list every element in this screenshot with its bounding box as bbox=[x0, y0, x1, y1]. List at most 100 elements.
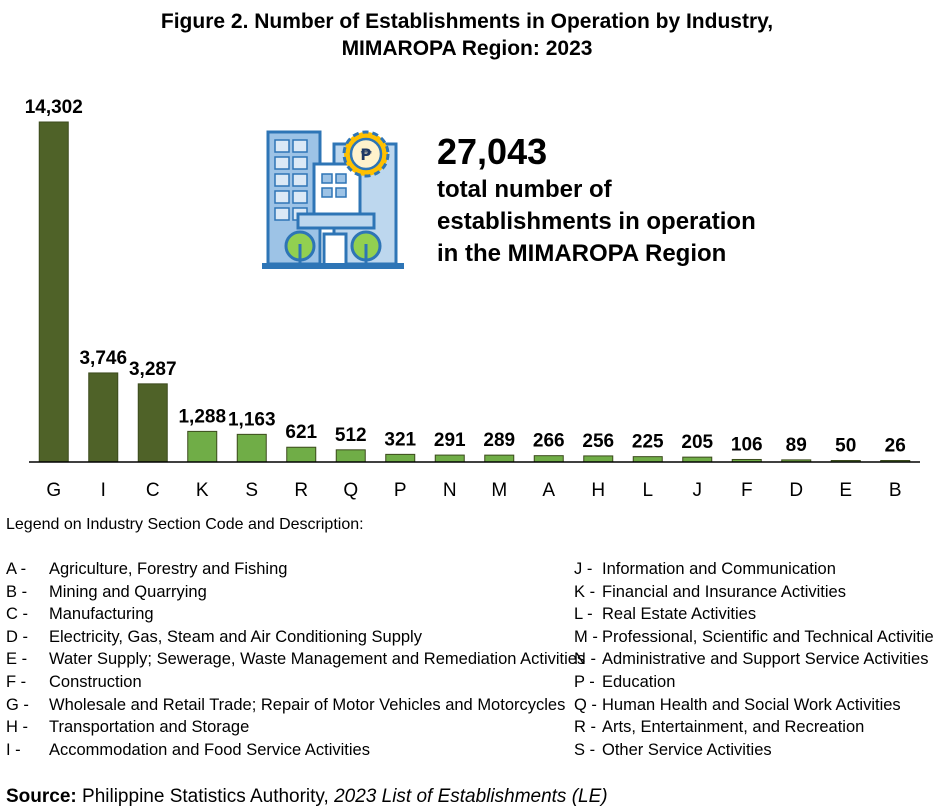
total-description-line1: total number of bbox=[437, 176, 612, 203]
data-label-C: 3,287 bbox=[129, 359, 177, 380]
legend-description: Financial and Insurance Activities bbox=[602, 582, 846, 601]
legend-item-right: M - Professional, Scientific and Technica… bbox=[574, 626, 934, 649]
total-value: 27,043 bbox=[437, 131, 548, 172]
legend-code: Q - bbox=[574, 695, 597, 714]
total-description-line2: establishments in operation bbox=[437, 208, 756, 235]
legend-description: Arts, Entertainment, and Recreation bbox=[602, 718, 865, 737]
legend-item-right: Q - Human Health and Social Work Activiti… bbox=[574, 694, 934, 717]
legend-left-column: A - Agriculture, Forestry and Fishing B - M… bbox=[6, 558, 585, 761]
svg-text:₱: ₱ bbox=[360, 145, 372, 164]
legend-item-right: J - Information and Communication bbox=[574, 558, 934, 581]
category-label-I: I bbox=[101, 480, 106, 501]
category-label-C: C bbox=[146, 480, 160, 501]
bar-C bbox=[137, 383, 168, 463]
legend-description: Real Estate Activities bbox=[602, 605, 757, 624]
legend-description: Wholesale and Retail Trade; Repair of Mo… bbox=[49, 695, 566, 714]
category-label-M: M bbox=[491, 480, 507, 501]
data-label-N: 291 bbox=[434, 430, 466, 451]
legend-item-left: A - Agriculture, Forestry and Fishing bbox=[6, 558, 585, 581]
data-label-R: 621 bbox=[285, 422, 317, 443]
legend-description: Agriculture, Forestry and Fishing bbox=[49, 560, 288, 578]
source-document: 2023 List of Establishments (LE) bbox=[334, 786, 608, 807]
legend-item-right: N - Administrative and Support Service Ac… bbox=[574, 648, 934, 671]
legend-description: Accommodation and Food Service Activitie… bbox=[49, 740, 370, 759]
bar-L bbox=[632, 456, 663, 463]
legend-code: A - bbox=[6, 560, 27, 578]
bar-S bbox=[236, 433, 267, 463]
category-label-J: J bbox=[693, 480, 703, 501]
category-label-L: L bbox=[642, 480, 653, 501]
legend-description: Professional, Scientific and Technical A… bbox=[602, 627, 934, 646]
category-label-A: A bbox=[542, 480, 555, 501]
category-label-F: F bbox=[741, 480, 753, 501]
bar-G bbox=[38, 121, 69, 463]
data-label-J: 205 bbox=[681, 432, 713, 453]
total-description: total number of establishments in operat… bbox=[437, 174, 777, 270]
data-label-F: 106 bbox=[731, 434, 763, 455]
category-label-B: B bbox=[889, 480, 902, 501]
category-label-N: N bbox=[443, 480, 457, 501]
legend-code: G - bbox=[6, 695, 29, 714]
legend-item-right: K - Financial and Insurance Activities bbox=[574, 581, 934, 604]
legend-code: C - bbox=[6, 605, 28, 624]
legend-item-left: F - Construction bbox=[6, 671, 585, 694]
legend-code: L - bbox=[574, 605, 593, 624]
building-peso-icon: ₱ bbox=[262, 126, 406, 271]
bar-H bbox=[583, 455, 614, 463]
legend-code: N - bbox=[574, 650, 596, 669]
category-label-S: S bbox=[245, 480, 258, 501]
total-callout: 27,043 total number of establishments in… bbox=[437, 130, 777, 270]
legend-description: Electricity, Gas, Steam and Air Conditio… bbox=[49, 627, 422, 646]
bar-N bbox=[434, 454, 465, 463]
data-label-I: 3,746 bbox=[79, 348, 127, 369]
bar-Q bbox=[335, 449, 366, 463]
data-label-D: 89 bbox=[786, 435, 807, 456]
legend-description: Human Health and Social Work Activities bbox=[602, 695, 901, 714]
legend-description: Transportation and Storage bbox=[49, 718, 250, 737]
category-label-G: G bbox=[46, 480, 61, 501]
legend-description: Information and Communication bbox=[602, 560, 836, 578]
legend-item-right: R - Arts, Entertainment, and Recreation bbox=[574, 716, 934, 739]
legend-description: Construction bbox=[49, 672, 142, 691]
legend-title: Legend on Industry Section Code and Desc… bbox=[6, 516, 364, 533]
legend-code: E - bbox=[6, 650, 28, 669]
category-label-E: E bbox=[839, 480, 852, 501]
bar-M bbox=[484, 454, 515, 463]
category-label-Q: Q bbox=[343, 480, 358, 501]
data-label-A: 266 bbox=[533, 431, 565, 452]
source-note: Source: Philippine Statistics Authority,… bbox=[6, 786, 608, 808]
bar-K bbox=[187, 430, 218, 463]
legend-description: Mining and Quarrying bbox=[49, 582, 207, 601]
legend-right-column: J - Information and Communication K - Finan… bbox=[574, 558, 934, 761]
legend-item-left: D - Electricity, Gas, Steam and Air Condi… bbox=[6, 626, 585, 649]
chart-title-line1: Figure 2. Number of Establishments in Op… bbox=[160, 10, 774, 33]
chart-title-line2: MIMAROPA Region: 2023 bbox=[341, 37, 593, 60]
data-label-P: 321 bbox=[384, 429, 416, 450]
category-label-D: D bbox=[789, 480, 803, 501]
legend-code: M - bbox=[574, 627, 598, 646]
legend-item-left: E - Water Supply; Sewerage, Waste Managem… bbox=[6, 648, 585, 671]
legend-description: Education bbox=[602, 672, 676, 691]
legend-code: R - bbox=[574, 718, 596, 737]
legend-code: P - bbox=[574, 672, 595, 691]
legend-code: B - bbox=[6, 582, 28, 601]
legend-item-left: G - Wholesale and Retail Trade; Repair of… bbox=[6, 694, 585, 717]
legend-description: Other Service Activities bbox=[602, 740, 772, 759]
category-label-K: K bbox=[196, 480, 209, 501]
legend-item-right: S - Other Service Activities bbox=[574, 739, 934, 762]
legend-code: J - bbox=[574, 560, 593, 578]
category-label-R: R bbox=[294, 480, 308, 501]
data-label-G: 14,302 bbox=[25, 97, 83, 118]
bar-R bbox=[286, 446, 317, 463]
data-label-S: 1,163 bbox=[228, 409, 276, 430]
source-label: Source: bbox=[6, 786, 77, 807]
data-label-K: 1,288 bbox=[178, 406, 226, 427]
legend-item-left: C - Manufacturing bbox=[6, 603, 585, 626]
total-description-line3: in the MIMAROPA Region bbox=[437, 240, 727, 267]
chart-title: Figure 2. Number of Establishments in Op… bbox=[0, 8, 934, 62]
legend-description: Water Supply; Sewerage, Waste Management… bbox=[49, 650, 586, 669]
category-label-H: H bbox=[591, 480, 605, 501]
legend-item-right: P - Education bbox=[574, 671, 934, 694]
data-label-L: 225 bbox=[632, 432, 664, 453]
legend-code: F - bbox=[6, 672, 27, 691]
